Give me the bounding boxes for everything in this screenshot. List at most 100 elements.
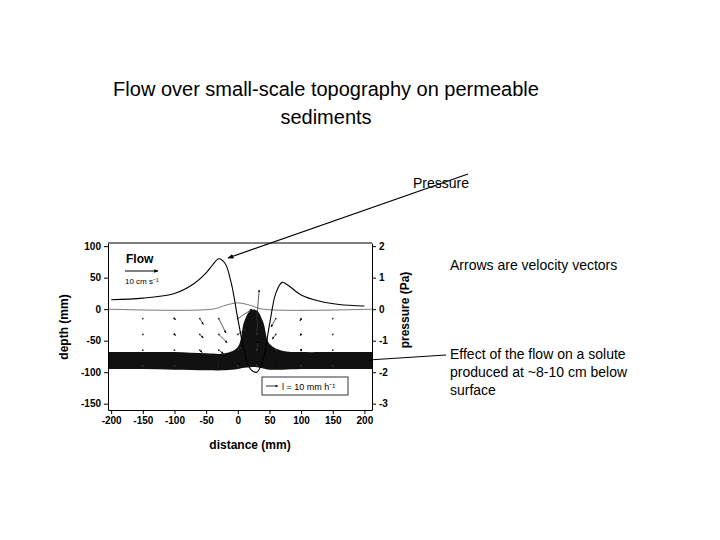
y-tick-label: -150 — [81, 398, 101, 409]
y2-tick: -2 — [372, 367, 388, 378]
x-tick-label: 200 — [357, 415, 374, 426]
annotation: surface — [450, 382, 496, 398]
x-tick: 150 — [325, 410, 342, 426]
y-tick-label: 0 — [95, 304, 101, 315]
velocity-vector — [272, 334, 276, 339]
x-tick-label: 100 — [293, 415, 310, 426]
velocity-vector — [271, 319, 276, 327]
vector-key-box — [262, 377, 348, 395]
solute-area — [108, 310, 372, 371]
velocity-vector — [300, 334, 301, 335]
velocity-vector — [200, 334, 204, 338]
vector-origin — [332, 318, 334, 320]
vector-origin — [332, 333, 334, 335]
y-tick: -150 — [81, 398, 108, 409]
flow-key-speed: 10 cm s⁻¹ — [125, 277, 159, 286]
y2-tick-mark — [372, 404, 376, 405]
velocity-vector — [257, 341, 258, 351]
velocity-vector — [238, 363, 240, 365]
y2-axis: -3-2-1012 — [372, 241, 388, 411]
x-tick-label: -150 — [133, 415, 153, 426]
y2-tick-mark — [372, 372, 376, 373]
x-tick-mark — [238, 410, 239, 414]
y-tick-label: 50 — [90, 272, 102, 283]
velocity-vector — [301, 350, 302, 351]
x-tick-mark — [206, 410, 207, 414]
x-tick: -50 — [199, 410, 214, 426]
y2-tick-label: 1 — [379, 272, 385, 283]
y2-tick-mark — [372, 341, 376, 342]
pressure-line — [111, 259, 364, 373]
vector-origin — [142, 318, 144, 320]
x-tick: -150 — [133, 410, 153, 426]
annotation-arrow — [228, 174, 468, 258]
velocity-vector — [300, 319, 301, 321]
velocity-vector — [273, 350, 275, 352]
vector-origin — [199, 365, 201, 367]
y-tick: 0 — [95, 304, 108, 315]
vector-origin — [300, 365, 302, 367]
y2-tick: 0 — [372, 304, 385, 315]
vector-origin — [174, 365, 176, 367]
velocity-vector — [257, 290, 259, 319]
y-tick-mark — [104, 372, 108, 373]
y-axis: -150-100-50050100 — [81, 241, 109, 411]
velocity-vector — [256, 361, 257, 366]
y-tick-label: -50 — [87, 335, 102, 346]
x-tick-mark — [364, 410, 365, 414]
y-tick-mark — [104, 278, 108, 279]
x-axis: -200 -150 -100 -50 0 50 100 150 200 — [102, 410, 374, 426]
y2-axis-line — [372, 244, 373, 411]
vector-origin — [142, 365, 144, 367]
x-tick: 50 — [264, 410, 276, 426]
velocity-vector — [275, 366, 276, 367]
title: Flow over small-scale topography on perm… — [113, 78, 539, 100]
velocity-vector — [174, 334, 175, 335]
y-tick: 50 — [90, 272, 108, 283]
vector-origin — [332, 365, 334, 367]
y-axis-line — [108, 244, 109, 411]
velocity-vector — [257, 316, 258, 334]
x-tick-mark — [333, 410, 334, 414]
velocity-vector — [200, 366, 201, 367]
y2-tick: 1 — [372, 272, 385, 283]
annotation: Effect of the flow on a solute — [450, 346, 626, 362]
velocity-vector — [219, 366, 221, 367]
y2-tick-label: 0 — [379, 304, 385, 315]
vector-key-arrow — [266, 386, 278, 387]
x-tick-label: 0 — [236, 415, 242, 426]
annotation-arrow — [368, 355, 446, 360]
x-tick-label: -200 — [102, 415, 122, 426]
velocity-vector — [219, 319, 226, 333]
vector-origin — [275, 365, 277, 367]
velocity-vector — [200, 350, 202, 352]
vector-origin — [174, 318, 176, 320]
x-tick-label: -50 — [199, 415, 214, 426]
y2-tick: -3 — [372, 398, 388, 409]
y-tick: -100 — [81, 367, 108, 378]
vector-origin — [300, 349, 302, 351]
x-tick-label: -100 — [165, 415, 185, 426]
velocity-vector — [238, 309, 252, 319]
flow-key-label: Flow — [126, 252, 154, 266]
y2-tick-mark — [372, 246, 376, 247]
y2-tick-mark — [372, 278, 376, 279]
x-tick: 100 — [293, 410, 310, 426]
chart-container: Flow over small-scale topography on perm… — [0, 0, 720, 540]
vector-origin — [174, 333, 176, 335]
vector-origin — [142, 349, 144, 351]
y-tick: -50 — [87, 335, 108, 346]
x-tick: 0 — [236, 410, 242, 426]
y-tick-mark — [104, 246, 108, 247]
y2-tick-label: -3 — [379, 398, 388, 409]
x-tick: -200 — [102, 410, 122, 426]
y-tick-label: -100 — [81, 367, 101, 378]
chart-svg: Flow over small-scale topography on perm… — [0, 0, 720, 540]
velocity-vector — [219, 350, 224, 354]
x-tick: -100 — [165, 410, 185, 426]
x-tick-mark — [269, 410, 270, 414]
x-tick-mark — [301, 410, 302, 414]
velocity-vector — [200, 319, 204, 325]
y2-axis-title: pressure (Pa) — [398, 272, 412, 349]
plot-frame-top — [108, 243, 372, 244]
